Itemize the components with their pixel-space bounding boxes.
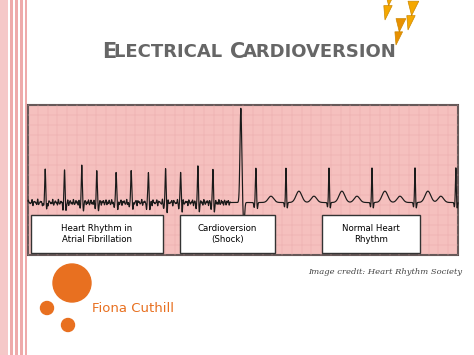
Text: Normal Heart
Rhythm: Normal Heart Rhythm bbox=[342, 224, 400, 244]
Polygon shape bbox=[395, 18, 406, 45]
Text: Heart Rhythm in
Atrial Fibrillation: Heart Rhythm in Atrial Fibrillation bbox=[61, 224, 133, 244]
Polygon shape bbox=[384, 0, 396, 20]
Text: E: E bbox=[102, 42, 116, 62]
Bar bbox=[28, 105, 458, 255]
FancyBboxPatch shape bbox=[31, 215, 163, 253]
Text: Fiona Cuthill: Fiona Cuthill bbox=[92, 301, 174, 315]
Polygon shape bbox=[407, 1, 419, 30]
Text: Image credit: Heart Rhythm Society: Image credit: Heart Rhythm Society bbox=[308, 268, 462, 276]
Bar bbox=[10, 0, 13, 355]
FancyBboxPatch shape bbox=[322, 215, 420, 253]
Text: C: C bbox=[230, 42, 245, 62]
Circle shape bbox=[53, 264, 91, 302]
Circle shape bbox=[62, 318, 74, 332]
Circle shape bbox=[40, 301, 54, 315]
Text: Cardioversion
(Shock): Cardioversion (Shock) bbox=[198, 224, 257, 244]
Bar bbox=[25, 0, 27, 355]
Text: LECTRICAL: LECTRICAL bbox=[114, 43, 228, 61]
Text: ARDIOVERSION: ARDIOVERSION bbox=[243, 43, 397, 61]
Bar bbox=[15, 0, 18, 355]
Bar bbox=[0, 0, 8, 355]
FancyBboxPatch shape bbox=[180, 215, 275, 253]
Bar bbox=[20, 0, 23, 355]
